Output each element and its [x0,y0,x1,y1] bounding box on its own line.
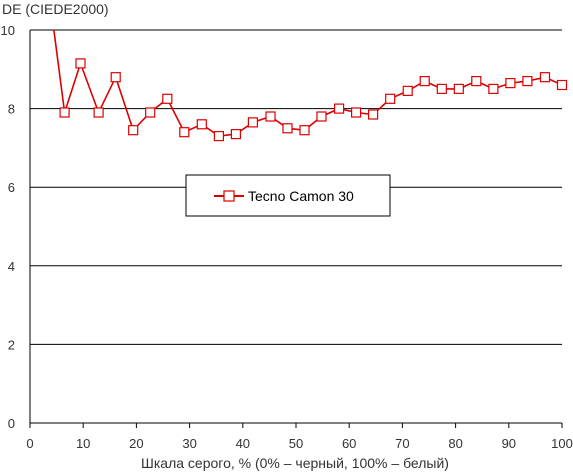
x-tick-label: 10 [76,436,90,451]
data-point [213,131,224,142]
data-point [419,75,430,87]
series-markers [59,58,568,142]
y-tick-label: 10 [1,23,15,38]
y-tick-label: 2 [8,337,15,352]
x-tick-label: 30 [182,436,196,451]
data-point [453,83,464,95]
data-point [179,127,190,138]
data-point [247,117,258,128]
x-tick-label: 0 [26,436,33,451]
data-point [556,79,568,91]
x-tick-label: 40 [236,436,250,451]
data-point [522,75,533,87]
data-point [162,93,173,104]
legend-marker-swatch [223,190,235,202]
data-point [488,83,499,95]
legend: Tecno Camon 30 [185,174,391,217]
y-tick-label: 4 [8,259,15,274]
y-tick-label: 6 [8,180,15,195]
data-point [128,125,139,136]
series-tecno-camon-30 [53,30,562,137]
data-point [145,107,156,118]
data-point [402,85,413,97]
legend-box [185,174,391,217]
legend-label: Tecno Camon 30 [248,188,354,204]
y-tick-labels: 0 2 4 6 8 10 [1,23,15,431]
data-point [368,109,379,120]
data-point [385,93,396,104]
x-tick-label: 90 [502,436,516,451]
y-tick-label: 8 [8,102,15,117]
data-point [505,77,516,89]
data-point [75,58,86,69]
x-axis-title: Шкала серого, % (0% – черный, 100% – бел… [141,455,449,471]
data-point [196,119,207,130]
data-point [282,123,293,134]
y-axis-title: DE (CIEDE2000) [2,1,109,17]
data-point [334,103,345,114]
data-point [110,72,121,83]
x-tick-label: 60 [342,436,356,451]
data-point [93,107,104,118]
data-point [351,107,362,118]
x-tick-labels: 0 10 20 30 40 50 60 70 80 90 100 [26,423,573,451]
data-point [316,111,327,122]
series-line [53,30,562,137]
data-point [299,125,310,136]
data-point [265,111,276,122]
data-point [59,107,70,118]
x-tick-label: 80 [448,436,462,451]
data-point [230,129,241,140]
x-tick-label: 100 [551,436,573,451]
data-point [471,75,482,87]
x-tick-label: 70 [395,436,409,451]
x-tick-label: 20 [129,436,143,451]
data-point [436,83,447,95]
x-tick-label: 50 [289,436,303,451]
y-tick-label: 0 [8,416,15,431]
data-point [539,72,551,83]
